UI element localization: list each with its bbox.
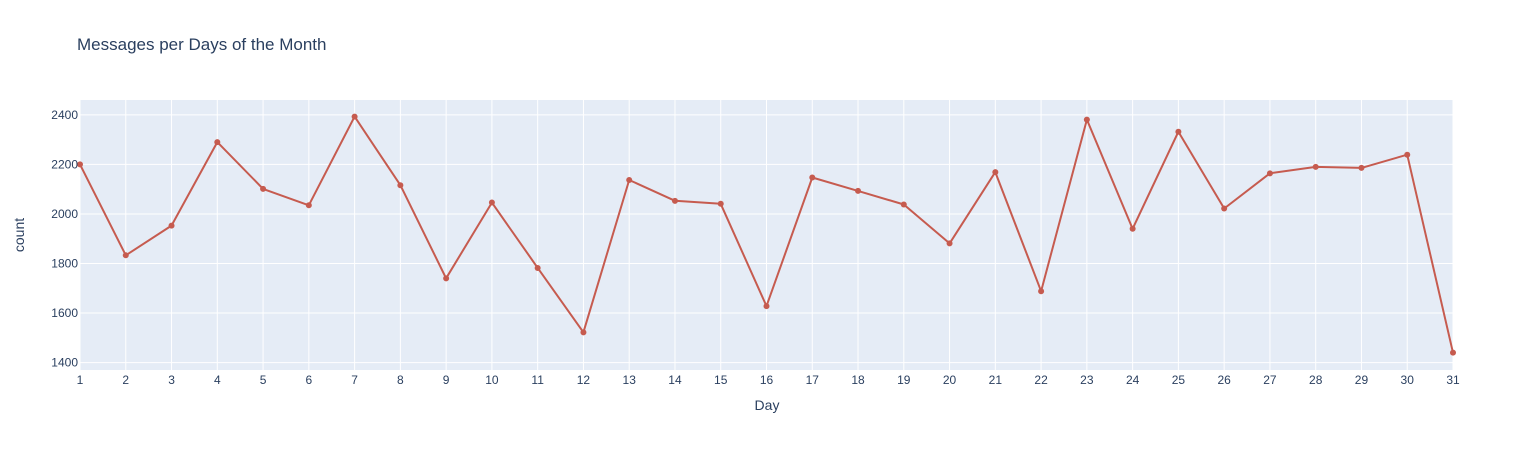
data-point	[1083, 116, 1090, 123]
data-point	[671, 197, 678, 204]
y-axis-title: count	[11, 218, 27, 252]
x-tick-label: 15	[714, 373, 728, 387]
series-layer	[77, 113, 1456, 356]
chart-title: Messages per Days of the Month	[77, 35, 326, 54]
x-tick-label: 1	[77, 373, 84, 387]
x-tick-label: 23	[1080, 373, 1094, 387]
data-point	[1038, 288, 1045, 295]
gridlines	[79, 100, 1454, 370]
y-tick-label: 2200	[51, 157, 78, 171]
data-point	[580, 329, 587, 336]
data-point	[1404, 151, 1411, 158]
x-tick-label: 18	[851, 373, 865, 387]
x-axis-title: Day	[755, 397, 780, 413]
x-tick-label: 4	[214, 373, 221, 387]
data-point	[1175, 128, 1182, 135]
data-point	[1450, 349, 1456, 356]
x-tick-label: 3	[168, 373, 175, 387]
data-point	[809, 174, 816, 181]
data-point	[1266, 170, 1273, 177]
data-point	[717, 200, 724, 207]
x-tick-label: 6	[305, 373, 312, 387]
data-point	[122, 252, 129, 259]
x-tick-label: 10	[485, 373, 499, 387]
data-point	[1358, 164, 1365, 171]
data-point	[397, 182, 404, 189]
x-tick-label: 20	[943, 373, 957, 387]
data-point	[1221, 205, 1228, 212]
y-tick-label: 1400	[51, 356, 78, 370]
data-point	[992, 169, 999, 176]
x-axis-ticks: 1 2 3 4 5 6 7 8 9 10 11 12 13 14 15 16 17 18 19 20 21 22 23 24 2…	[77, 373, 1460, 387]
x-tick-label: 25	[1172, 373, 1186, 387]
data-point	[855, 187, 862, 194]
x-tick-label: 5	[260, 373, 267, 387]
x-tick-label: 30	[1401, 373, 1415, 387]
data-point	[626, 177, 633, 184]
x-tick-label: 12	[577, 373, 591, 387]
data-point	[351, 113, 358, 120]
x-tick-label: 11	[531, 373, 544, 387]
data-point	[1312, 163, 1319, 170]
x-tick-label: 2	[122, 373, 129, 387]
data-point	[488, 199, 495, 206]
x-tick-label: 19	[897, 373, 911, 387]
x-tick-label: 29	[1355, 373, 1369, 387]
data-point	[1129, 225, 1136, 232]
y-tick-label: 2000	[51, 207, 78, 221]
y-tick-label: 1800	[51, 256, 78, 270]
data-point	[305, 202, 312, 209]
data-point	[168, 222, 175, 229]
data-point	[77, 161, 83, 168]
x-tick-label: 14	[668, 373, 682, 387]
data-point	[260, 185, 267, 192]
x-tick-label: 31	[1446, 373, 1460, 387]
x-tick-label: 21	[989, 373, 1003, 387]
y-axis-ticks: 1400 1600 1800 2000 2200 2400	[51, 108, 78, 370]
data-point	[763, 303, 770, 310]
x-tick-label: 24	[1126, 373, 1140, 387]
data-point	[443, 275, 450, 282]
x-tick-label: 8	[397, 373, 404, 387]
x-tick-label: 28	[1309, 373, 1323, 387]
x-tick-label: 13	[623, 373, 637, 387]
y-tick-label: 2400	[51, 108, 78, 122]
x-tick-label: 27	[1263, 373, 1277, 387]
x-tick-label: 16	[760, 373, 774, 387]
data-point	[534, 264, 541, 271]
x-tick-label: 26	[1217, 373, 1231, 387]
data-point	[946, 240, 953, 247]
x-tick-label: 22	[1034, 373, 1048, 387]
data-point	[214, 139, 221, 146]
x-tick-label: 17	[806, 373, 820, 387]
x-tick-label: 7	[351, 373, 358, 387]
y-tick-label: 1600	[51, 306, 78, 320]
x-tick-label: 9	[443, 373, 450, 387]
data-point	[900, 201, 907, 208]
